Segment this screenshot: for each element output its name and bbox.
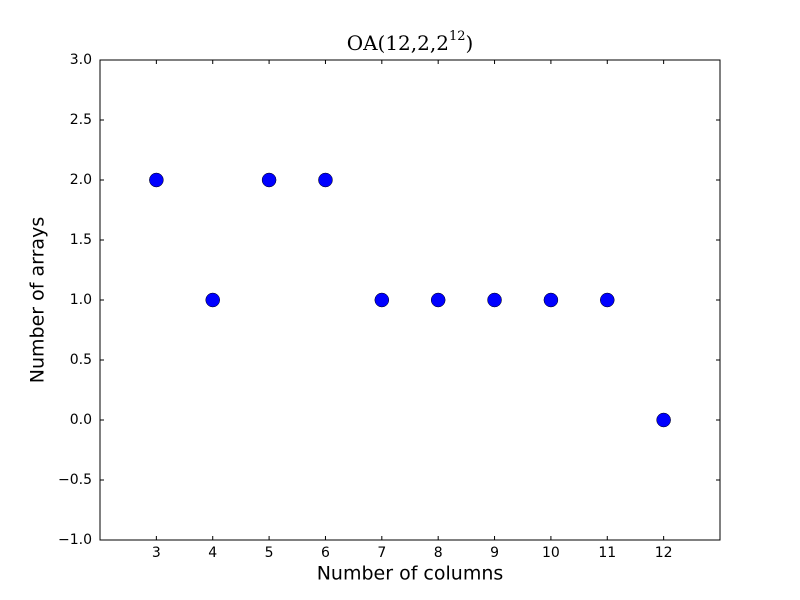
x-tick-label: 12 [655, 545, 673, 561]
y-tick-label: −0.5 [58, 472, 92, 488]
point [656, 412, 671, 428]
y-tick-label: 0.5 [70, 352, 92, 368]
x-axis-label: Number of columns [317, 563, 504, 585]
title-text: OA(12,2,2 [347, 31, 449, 55]
point [487, 292, 502, 308]
x-tick-label: 4 [208, 545, 217, 561]
y-tick-label: 1.0 [70, 292, 92, 308]
title-end: ) [466, 31, 474, 55]
x-tick-label: 9 [490, 545, 499, 561]
point [149, 172, 164, 188]
y-tick-label: 0.0 [70, 412, 92, 428]
y-tick-label: 2.5 [70, 112, 92, 128]
x-tick-label: 5 [265, 545, 274, 561]
x-tick-label: 3 [152, 545, 161, 561]
y-tick-label: 3.0 [70, 52, 92, 68]
x-tick-label: 7 [377, 545, 386, 561]
chart-title: OA(12,2,212) [347, 29, 474, 55]
point [600, 292, 615, 308]
point [318, 172, 333, 188]
point [543, 292, 559, 308]
y-axis-label: Number of arrays [27, 217, 49, 383]
plot-frame [99, 59, 721, 541]
y-tick-label: −1.0 [58, 532, 92, 548]
point [261, 172, 277, 188]
point [430, 292, 446, 308]
title-superscript: 12 [449, 29, 466, 44]
x-tick-label: 6 [321, 545, 330, 561]
x-tick-label: 10 [542, 545, 560, 561]
y-tick-label: 1.5 [70, 232, 92, 248]
x-tick-label: 8 [434, 545, 443, 561]
y-tick-label: 2.0 [70, 172, 92, 188]
point [205, 292, 220, 308]
x-tick-label: 11 [598, 545, 616, 561]
point [374, 292, 390, 308]
